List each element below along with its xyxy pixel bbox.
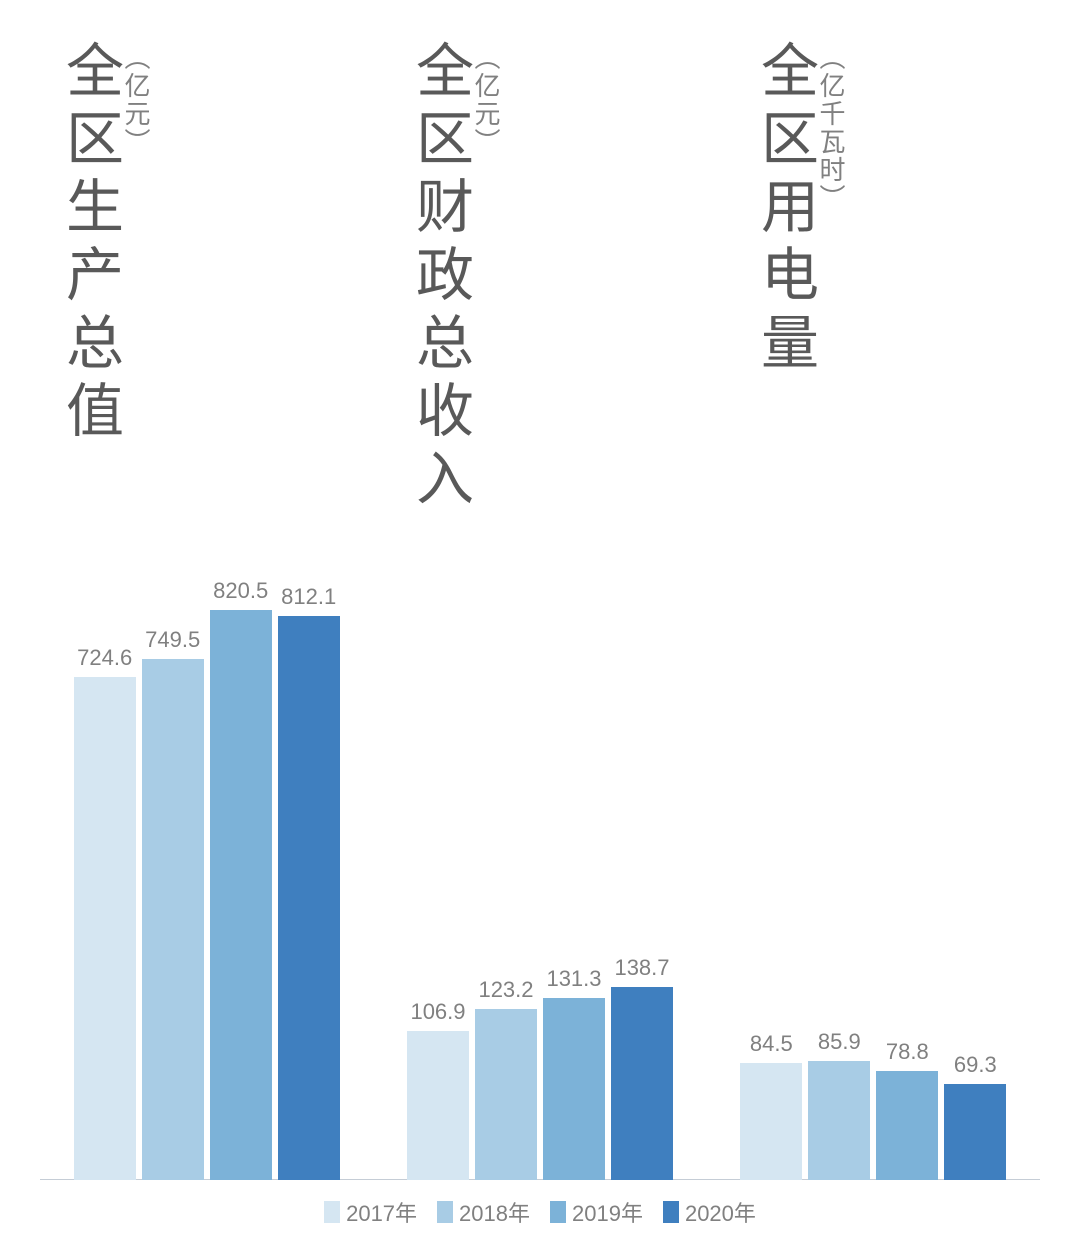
title-main-text: 全区用电量 xyxy=(755,40,813,380)
bar-value-label: 106.9 xyxy=(410,999,465,1025)
bar-value-label: 78.8 xyxy=(886,1039,929,1065)
legend-swatch xyxy=(550,1201,566,1223)
chart-area: 724.6 749.5 820.5 812.1 106.9 123.2 131.… xyxy=(40,40,1040,1180)
bar-fiscal-2020: 138.7 xyxy=(611,955,673,1180)
title-fiscal: 全区财政总收入 （亿元） xyxy=(410,40,505,516)
bar-rect xyxy=(944,1084,1006,1180)
title-unit-text: （亿元） xyxy=(468,44,505,156)
bar-value-label: 820.5 xyxy=(213,578,268,604)
bar-rect xyxy=(210,610,272,1180)
legend-label: 2017年 xyxy=(346,1196,417,1228)
bar-value-label: 69.3 xyxy=(954,1052,997,1078)
bar-fiscal-2019: 131.3 xyxy=(543,966,605,1180)
bar-elec-2019: 78.8 xyxy=(876,1039,938,1180)
bar-rect xyxy=(740,1063,802,1180)
legend-item-2018: 2018年 xyxy=(437,1196,530,1228)
legend: 2017年 2018年 2019年 2020年 xyxy=(0,1196,1080,1228)
bar-elec-2017: 84.5 xyxy=(740,1031,802,1180)
bar-rect xyxy=(475,1009,537,1180)
title-electricity: 全区用电量 （亿千瓦时） xyxy=(755,40,850,380)
bar-fiscal-2018: 123.2 xyxy=(475,977,537,1180)
bar-group-electricity: 84.5 85.9 78.8 69.3 xyxy=(707,1029,1040,1180)
bar-gdp-2018: 749.5 xyxy=(142,627,204,1180)
bar-rect xyxy=(611,987,673,1180)
bar-value-label: 123.2 xyxy=(478,977,533,1003)
bar-value-label: 85.9 xyxy=(818,1029,861,1055)
bar-value-label: 812.1 xyxy=(281,584,336,610)
legend-label: 2019年 xyxy=(572,1196,643,1228)
bar-value-label: 131.3 xyxy=(546,966,601,992)
bar-gdp-2019: 820.5 xyxy=(210,578,272,1180)
bar-rect xyxy=(278,616,340,1180)
bar-gdp-2020: 812.1 xyxy=(278,584,340,1180)
bar-rect xyxy=(142,659,204,1180)
legend-swatch xyxy=(324,1201,340,1223)
title-main-text: 全区生产总值 xyxy=(60,40,118,448)
legend-swatch xyxy=(663,1201,679,1223)
bar-group-gdp: 724.6 749.5 820.5 812.1 xyxy=(40,578,373,1180)
bar-value-label: 84.5 xyxy=(750,1031,793,1057)
bar-value-label: 749.5 xyxy=(145,627,200,653)
bar-rect xyxy=(74,677,136,1180)
title-unit-text: （亿千瓦时） xyxy=(813,44,850,212)
legend-item-2017: 2017年 xyxy=(324,1196,417,1228)
bar-rect xyxy=(407,1031,469,1180)
title-unit-text: （亿元） xyxy=(118,44,155,156)
bar-gdp-2017: 724.6 xyxy=(74,645,136,1180)
bar-group-fiscal: 106.9 123.2 131.3 138.7 xyxy=(373,955,706,1180)
legend-item-2020: 2020年 xyxy=(663,1196,756,1228)
bar-fiscal-2017: 106.9 xyxy=(407,999,469,1180)
legend-label: 2020年 xyxy=(685,1196,756,1228)
title-main-text: 全区财政总收入 xyxy=(410,40,468,516)
bar-elec-2018: 85.9 xyxy=(808,1029,870,1180)
bar-value-label: 724.6 xyxy=(77,645,132,671)
bar-elec-2020: 69.3 xyxy=(944,1052,1006,1180)
bar-rect xyxy=(808,1061,870,1180)
legend-swatch xyxy=(437,1201,453,1223)
title-gdp: 全区生产总值 （亿元） xyxy=(60,40,155,448)
legend-label: 2018年 xyxy=(459,1196,530,1228)
bar-value-label: 138.7 xyxy=(614,955,669,981)
bar-rect xyxy=(876,1071,938,1180)
bar-rect xyxy=(543,998,605,1180)
legend-item-2019: 2019年 xyxy=(550,1196,643,1228)
